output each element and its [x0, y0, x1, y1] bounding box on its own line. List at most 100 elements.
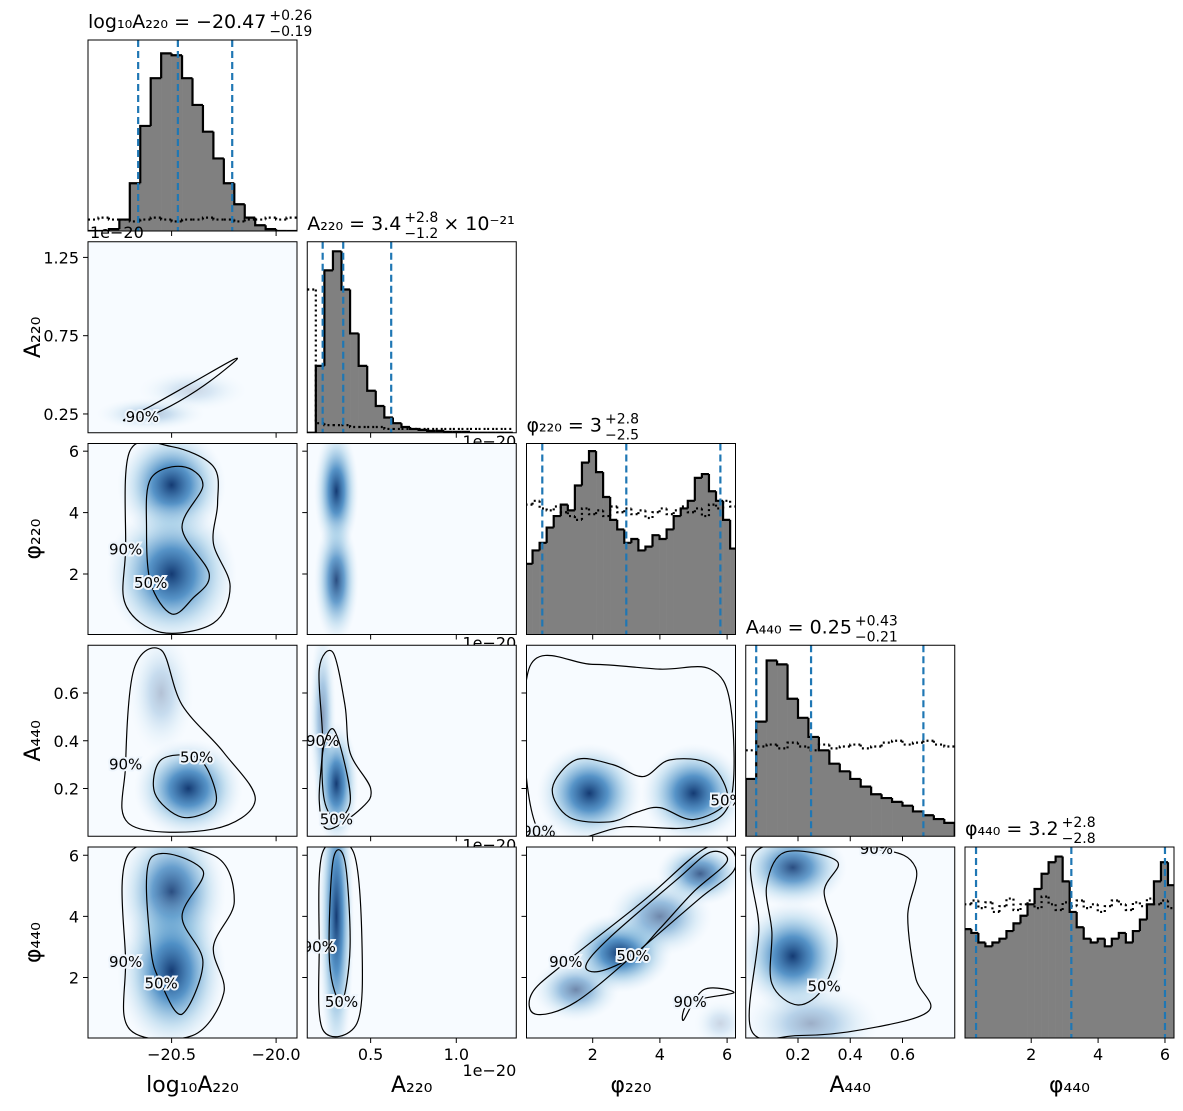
- hist-bar: [315, 365, 325, 433]
- prior-line: [630, 508, 639, 516]
- panel-frame: [526, 846, 736, 1039]
- hist-outline: [1047, 861, 1056, 874]
- hist-bar: [367, 390, 377, 433]
- x-tick-label: −20.5: [147, 1045, 196, 1064]
- title-plus: +2.8: [605, 412, 639, 428]
- hist-bar: [255, 225, 266, 231]
- prior-line: [665, 508, 674, 516]
- prior-line: [97, 216, 109, 220]
- hist-bar: [666, 529, 674, 635]
- hist-bar: [985, 946, 993, 1038]
- prior-line: [890, 739, 903, 743]
- prior-line: [160, 217, 172, 221]
- prior-line: [693, 507, 702, 513]
- hist-bar: [694, 477, 703, 635]
- hist-bar: [1090, 942, 1099, 1038]
- hist-outline: [828, 750, 840, 765]
- title-plus: +2.8: [404, 210, 438, 226]
- hist-bar: [1034, 889, 1042, 1038]
- hist-outline: [1096, 937, 1105, 943]
- x-tick-label: 0.5: [358, 1045, 383, 1064]
- hist-bar: [902, 805, 914, 837]
- density-blob: [117, 891, 226, 1038]
- hist-outline: [796, 698, 809, 719]
- hist-outline: [587, 450, 597, 463]
- contour: [317, 847, 364, 1038]
- hist-outline: [672, 514, 681, 530]
- panel-frame: [306, 846, 517, 1039]
- prior-line: [559, 506, 568, 514]
- prior-line: [707, 503, 717, 517]
- hist-bar: [384, 417, 394, 433]
- y-tick-label: 0.4: [54, 732, 79, 751]
- hist-bar: [944, 822, 955, 837]
- contour-label: 50%: [616, 947, 649, 965]
- x-tick-label: 4: [1093, 1045, 1103, 1064]
- panel: 90%: [96, 357, 247, 431]
- hist-outline: [400, 423, 411, 429]
- hist-outline: [1054, 855, 1063, 863]
- hist-bar: [418, 429, 428, 433]
- title-minus: −2.5: [605, 428, 639, 444]
- hist-outline: [984, 942, 993, 948]
- panel-frame: [87, 241, 298, 434]
- panel: 90%50%: [106, 443, 237, 635]
- prior-line: [1068, 902, 1077, 908]
- contour: [585, 850, 729, 973]
- prior-line: [637, 509, 646, 515]
- hist-outline: [943, 819, 955, 824]
- hist-bar: [375, 406, 385, 433]
- panel-title: φ₄₄₀ = 3.2: [965, 818, 1059, 840]
- prior-line: [786, 741, 798, 749]
- x-tick-label: 4: [655, 1045, 665, 1064]
- panel: 90%50%: [307, 847, 364, 1038]
- hist-bar: [1125, 942, 1134, 1038]
- hist-bar: [150, 78, 162, 231]
- prior-line: [552, 505, 561, 511]
- hist-outline: [191, 78, 203, 107]
- hist-bar: [892, 801, 903, 837]
- prior-line: [651, 511, 660, 518]
- prior-line: [880, 741, 893, 747]
- hist-bar: [1146, 904, 1155, 1038]
- hist-outline: [212, 131, 224, 160]
- prior-line: [587, 508, 597, 516]
- prior-line: [1152, 898, 1161, 906]
- hist-outline: [566, 504, 575, 512]
- hist-outline: [859, 778, 872, 788]
- prior-line: [679, 505, 688, 511]
- hist-outline: [637, 539, 646, 552]
- contour-label: 50%: [807, 978, 840, 996]
- prior-line: [1117, 900, 1126, 906]
- x-axis-label: A₂₂₀: [391, 1073, 433, 1098]
- hist-bar: [553, 516, 562, 635]
- hist-outline: [1012, 922, 1021, 932]
- hist-bar: [659, 539, 667, 635]
- hist-outline: [849, 771, 861, 781]
- title-minus: −1.2: [404, 226, 438, 242]
- contour-label: 50%: [325, 993, 358, 1011]
- hist-outline: [1061, 856, 1070, 883]
- y-axis-label: A₄₄₀: [21, 720, 46, 762]
- hist-bar: [129, 183, 141, 231]
- hist-outline: [391, 417, 402, 425]
- prior-line: [686, 506, 695, 514]
- prior-line: [170, 219, 183, 223]
- hist-bar: [1083, 938, 1092, 1038]
- hist-bar: [140, 125, 151, 231]
- y-tick-label: 4: [69, 907, 79, 926]
- title-minus: −0.21: [855, 629, 898, 645]
- hist-bar: [1069, 911, 1077, 1038]
- x-tick-label: 1.0: [444, 1045, 469, 1064]
- prior-line: [149, 216, 162, 220]
- contour: [328, 849, 351, 1003]
- hist-bar: [992, 942, 1000, 1038]
- hist-bar: [850, 778, 861, 837]
- prior-line: [807, 746, 819, 752]
- contour: [765, 850, 840, 1006]
- hist-bar: [829, 763, 841, 837]
- hist-outline: [160, 52, 172, 79]
- contour-label: 90%: [109, 756, 142, 774]
- hist-outline: [264, 225, 277, 231]
